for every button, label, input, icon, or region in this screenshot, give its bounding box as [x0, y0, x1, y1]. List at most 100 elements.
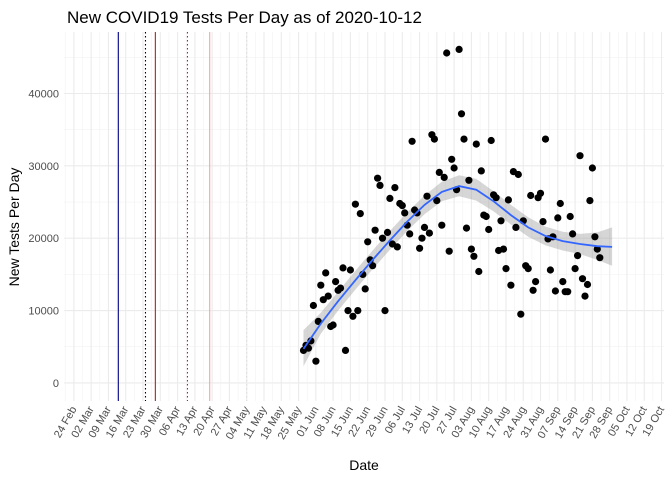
- y-tick-label: 10000: [28, 306, 59, 318]
- data-point: [374, 174, 382, 182]
- data-point: [344, 307, 352, 315]
- data-point: [569, 230, 577, 238]
- data-point: [433, 197, 441, 205]
- data-point: [378, 234, 387, 242]
- data-point: [512, 223, 520, 231]
- data-point: [455, 45, 463, 54]
- y-axis-ticks: 0 10000 20000 30000 40000: [28, 89, 59, 390]
- data-point: [420, 223, 429, 231]
- data-point: [492, 194, 500, 202]
- data-point: [418, 234, 426, 242]
- data-point: [312, 357, 320, 365]
- data-point: [440, 173, 448, 181]
- data-point: [507, 281, 515, 289]
- data-point: [514, 170, 522, 179]
- data-point: [393, 243, 401, 251]
- data-point: [529, 286, 537, 294]
- y-axis-title: New Tests Per Day: [6, 168, 22, 287]
- data-point: [425, 229, 433, 237]
- data-point: [472, 140, 480, 148]
- data-point: [329, 321, 337, 329]
- data-point: [536, 189, 545, 197]
- y-tick-label: 0: [53, 378, 59, 390]
- data-point: [386, 194, 394, 202]
- data-point: [423, 192, 431, 200]
- data-point: [485, 225, 493, 234]
- x-axis-title: Date: [349, 457, 379, 473]
- y-tick-label: 30000: [28, 161, 59, 173]
- data-point: [551, 287, 560, 295]
- data-point: [317, 281, 325, 289]
- data-point: [430, 135, 438, 143]
- data-point: [349, 312, 357, 320]
- smooth-line: [302, 185, 613, 350]
- data-point: [588, 164, 597, 172]
- data-point: [438, 221, 446, 229]
- data-point: [487, 136, 495, 145]
- data-point: [556, 199, 564, 208]
- data-point: [462, 224, 471, 232]
- data-point: [546, 266, 555, 274]
- data-point: [482, 212, 490, 221]
- data-point: [309, 301, 317, 310]
- data-point: [332, 278, 340, 286]
- data-point: [322, 269, 330, 277]
- data-point: [527, 191, 535, 200]
- data-point: [448, 155, 456, 163]
- data-point: [307, 337, 315, 345]
- data-point: [445, 247, 453, 255]
- data-point: [354, 307, 362, 315]
- data-point: [369, 262, 377, 270]
- reference-lines: [117, 32, 248, 401]
- smooth-line-path: [302, 185, 613, 350]
- data-point: [541, 135, 550, 143]
- data-point: [591, 233, 599, 241]
- data-point: [381, 307, 389, 315]
- data-point: [351, 200, 359, 208]
- data-point: [581, 292, 589, 300]
- data-point: [346, 266, 354, 274]
- confidence-band: [303, 175, 613, 367]
- data-point: [465, 176, 473, 184]
- data-point: [408, 137, 416, 145]
- data-point: [559, 278, 567, 286]
- y-tick-label: 20000: [28, 233, 59, 245]
- data-point: [371, 226, 379, 234]
- data-point: [401, 209, 409, 217]
- data-point: [457, 110, 466, 118]
- data-point: [499, 245, 508, 253]
- data-point: [524, 265, 532, 273]
- data-point: [460, 135, 468, 143]
- data-point: [571, 265, 579, 273]
- data-point: [532, 278, 540, 286]
- data-point: [497, 217, 505, 225]
- chart-title: New COVID19 Tests Per Day as of 2020-10-…: [67, 8, 422, 27]
- data-point: [517, 310, 525, 318]
- data-point: [361, 285, 369, 293]
- data-point: [416, 244, 424, 252]
- data-point: [336, 284, 345, 292]
- data-point: [554, 214, 562, 222]
- data-point: [443, 49, 451, 57]
- data-point: [566, 212, 574, 221]
- y-tick-label: 40000: [28, 89, 59, 101]
- data-point: [504, 196, 512, 204]
- data-point: [467, 245, 475, 253]
- data-point: [391, 184, 399, 192]
- data-point: [376, 181, 384, 189]
- data-points: [299, 45, 604, 365]
- data-point: [502, 265, 510, 273]
- data-point: [383, 228, 392, 236]
- data-point: [435, 168, 443, 176]
- data-point: [398, 202, 406, 210]
- data-point: [596, 254, 604, 262]
- confidence-band-area: [303, 175, 613, 367]
- data-point: [341, 346, 350, 354]
- data-point: [586, 197, 594, 205]
- data-point: [324, 292, 332, 300]
- data-point: [576, 152, 584, 160]
- data-point: [564, 288, 572, 296]
- data-point: [304, 344, 312, 352]
- data-point: [356, 210, 364, 218]
